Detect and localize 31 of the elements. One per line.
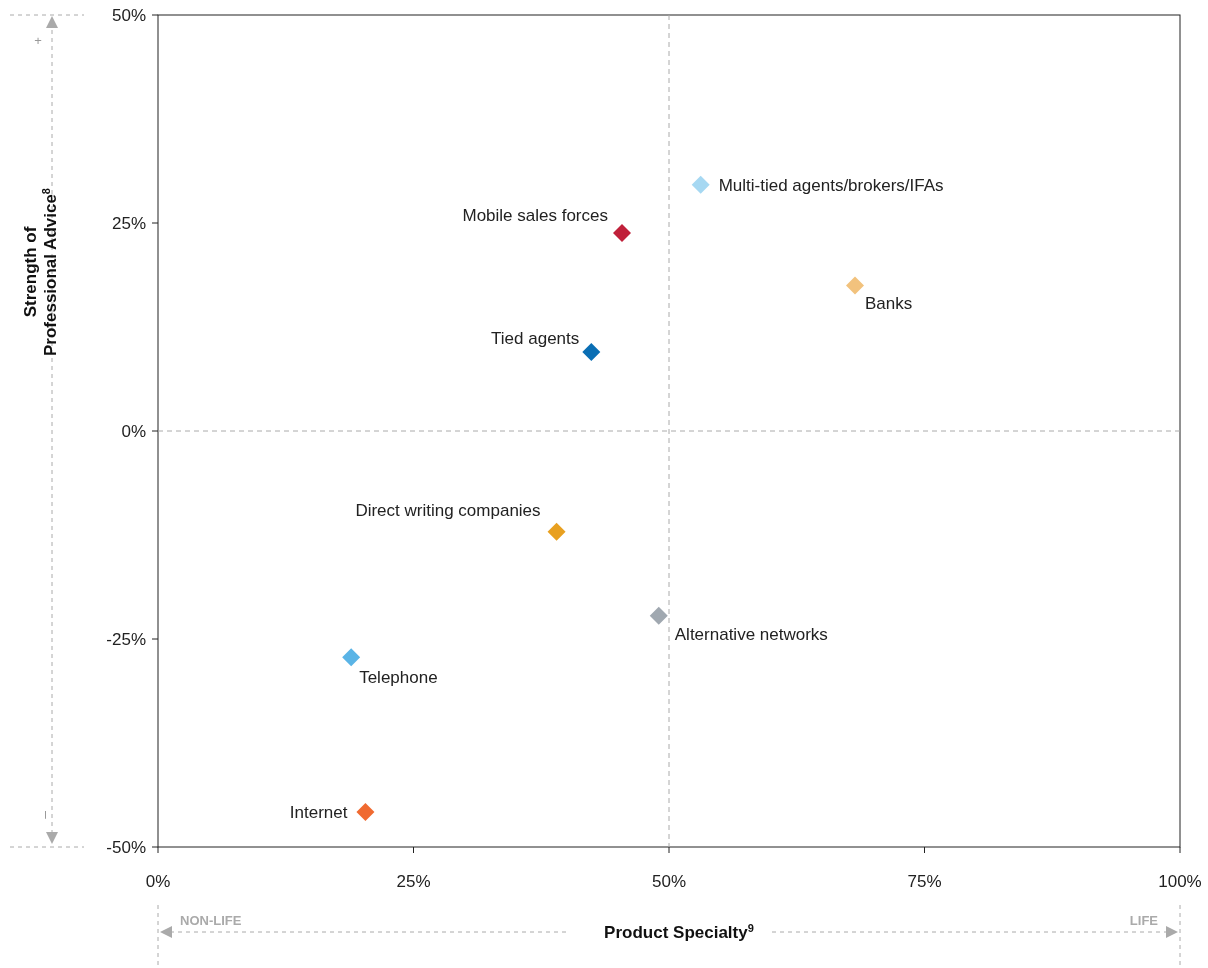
x-tick-label: 50% xyxy=(651,872,687,891)
point xyxy=(691,175,710,194)
x-tick-label: 0% xyxy=(145,872,171,891)
point xyxy=(846,276,864,295)
series-label: Internet xyxy=(289,803,348,823)
x-tick-label: 25% xyxy=(396,872,431,891)
series-label: Telephone xyxy=(359,668,438,688)
y-tick-label: -50% xyxy=(106,838,146,857)
point xyxy=(342,648,361,667)
text: + xyxy=(34,33,42,48)
y-tick-label: 50% xyxy=(111,6,146,25)
series-label: Mobile sales forces xyxy=(462,205,608,225)
point xyxy=(612,223,631,242)
point xyxy=(649,606,668,625)
series-label: Alternative networks xyxy=(674,624,828,644)
point xyxy=(582,342,601,361)
y-tick-label: -25% xyxy=(106,630,146,649)
point xyxy=(356,803,375,822)
text: LIFE xyxy=(1129,913,1159,928)
point xyxy=(547,522,566,541)
series-label: Direct writing companies xyxy=(355,500,541,520)
series-label: Banks xyxy=(865,294,913,314)
x-axis-title: Product Specialty$^{9}$ xyxy=(604,922,754,942)
series-label: Tied agents xyxy=(491,328,580,348)
y-tick-label: 0% xyxy=(121,422,146,441)
x-tick-label: 100% xyxy=(1158,872,1202,891)
y-tick-label: 25% xyxy=(111,214,146,233)
series-label: Multi-tied agents/brokers/IFAs xyxy=(718,175,944,195)
text: NON-LIFE xyxy=(180,913,242,928)
text: – xyxy=(39,811,55,820)
x-tick-label: 75% xyxy=(907,872,942,891)
